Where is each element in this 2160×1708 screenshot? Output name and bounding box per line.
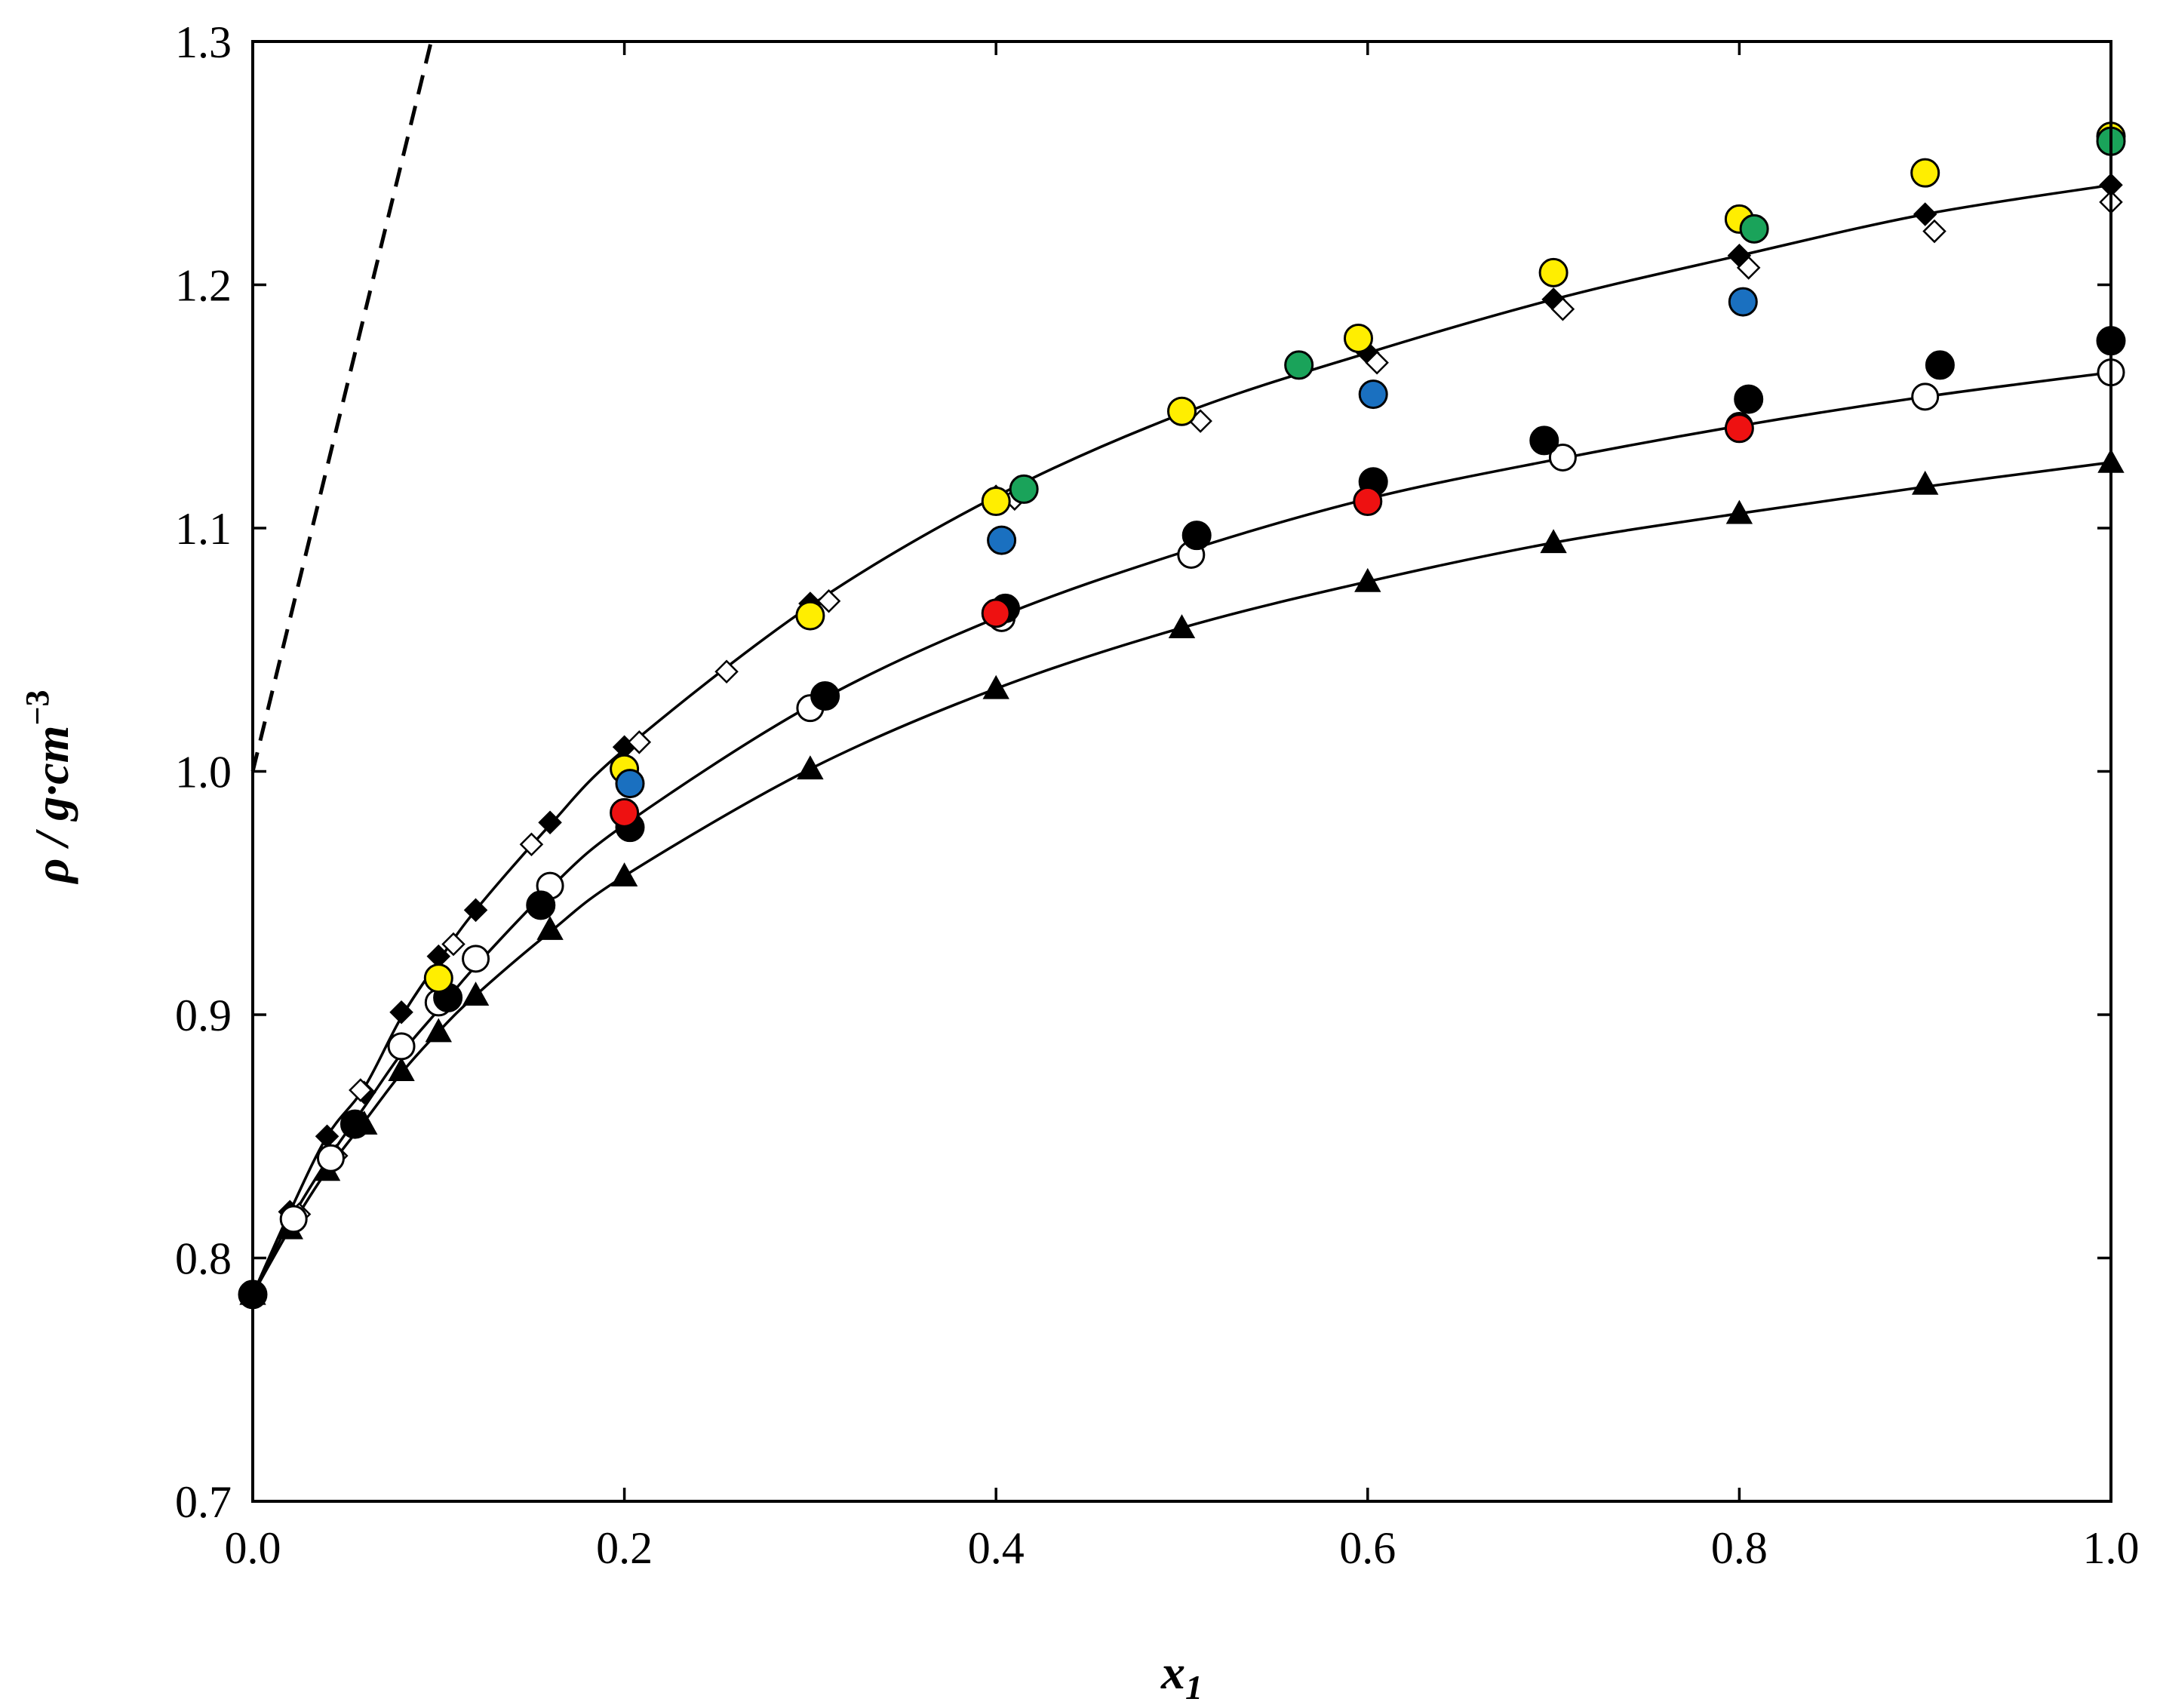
data-point-filled-circle [615,769,645,799]
data-point-filled-circle [526,890,556,920]
data-point-open-diamond [349,1078,373,1102]
series-8-filled-circle [615,287,1758,799]
data-point-filled-circle [1910,158,1940,188]
data-point-filled-triangle [1725,499,1753,524]
x-tick-label: 0.8 [1711,1523,1768,1573]
data-point-open-circle [462,945,490,973]
data-point-filled-diamond [389,1000,413,1024]
data-point-filled-triangle [536,916,564,940]
data-point-open-circle [279,1205,308,1233]
data-point-filled-diamond [463,898,488,923]
series-4-open-circle [238,358,2125,1309]
x-tick-label: 0.6 [1339,1523,1396,1573]
data-point-filled-circle [610,797,640,828]
data-point-filled-circle [1734,384,1764,414]
data-point-open-diamond [441,932,465,957]
series-7-filled-circle [1009,126,2126,504]
fit-curves [251,183,2112,1295]
data-point-filled-circle [340,1109,370,1139]
data-point-filled-circle [1353,487,1383,517]
data-point-filled-circle [1739,214,1769,244]
fit-curve-3 [251,461,2112,1295]
data-point-filled-circle [810,681,840,711]
reference-line-group [250,41,433,773]
data-point-open-diamond [816,588,841,613]
y-tick-labels: 0.7 0.8 0.9 1.0 1.1 1.2 1.3 [175,17,232,1527]
data-point-filled-circle [423,963,453,994]
x-tick-label: 0.2 [596,1523,653,1573]
y-axis-title: ρ / g·cm−3 [19,690,78,884]
data-point-filled-circle [981,598,1011,628]
series-5-filled-circle [238,326,2126,1310]
plot-frame [251,40,2112,1503]
data-point-filled-triangle [388,1057,415,1081]
y-axis-title-superscript: −3 [19,690,56,725]
data-point-filled-circle [1724,413,1754,444]
data-point-open-circle [316,1144,345,1172]
y-axis-title-main: ρ / g·cm [25,726,78,885]
fit-curve-1 [251,183,2112,1295]
dashed-reference-line [250,41,433,773]
y-tick-label: 0.9 [175,991,232,1040]
data-point-open-diamond [714,659,739,684]
data-markers [238,121,2126,1310]
data-point-filled-circle [1358,379,1388,410]
data-point-filled-circle [795,601,825,631]
data-point-filled-circle [1284,350,1314,380]
series-3-filled-triangle [239,448,2125,1305]
data-point-filled-circle [1343,323,1373,353]
series-9-filled-circle [610,413,1754,828]
data-point-filled-circle [981,487,1011,517]
y-tick-label: 1.2 [175,261,232,311]
data-point-filled-triangle [610,862,638,886]
data-point-open-diamond [1550,296,1575,321]
data-point-filled-circle [1181,521,1212,551]
data-point-filled-triangle [1168,614,1196,639]
data-point-filled-diamond [538,810,562,834]
data-point-open-diamond [1365,350,1389,375]
y-tick-label: 0.7 [175,1477,232,1527]
data-point-open-circle [1548,443,1577,472]
series-1-filled-diamond [241,173,2123,1307]
data-point-filled-triangle [1354,567,1381,592]
data-point-open-circle [1911,382,1940,411]
x-tick-label: 0.4 [968,1523,1025,1573]
x-axis-title: x1 [1160,1645,1203,1706]
data-point-filled-circle [1529,425,1559,456]
data-point-filled-diamond [315,1124,340,1149]
x-tick-labels: 0.0 0.2 0.4 0.6 0.8 1.0 [225,1523,2140,1573]
data-point-filled-triangle [425,1018,452,1043]
data-point-filled-triangle [1540,529,1567,554]
data-point-filled-circle [987,525,1017,555]
x-tick-label: 0.0 [225,1523,281,1573]
x-axis-title-main: x [1160,1645,1185,1699]
data-point-filled-triangle [1912,470,1939,495]
data-point-filled-triangle [462,981,490,1006]
data-point-open-diamond [627,730,652,754]
data-point-filled-circle [1009,474,1039,504]
data-point-filled-triangle [982,674,1009,699]
data-point-filled-circle [1728,287,1758,317]
y-tick-label: 1.1 [175,504,232,554]
fit-curve-2 [251,370,2112,1295]
data-point-open-diamond [519,832,544,857]
x-tick-label: 1.0 [2083,1523,2140,1573]
data-point-open-circle [387,1032,416,1061]
y-tick-label: 0.8 [175,1234,232,1284]
y-tick-label: 1.0 [175,748,232,797]
data-point-open-diamond [1736,256,1761,280]
data-point-open-diamond [1922,219,1946,244]
y-tick-label: 1.3 [175,17,232,67]
data-point-filled-circle [1925,350,1955,380]
data-point-filled-diamond [1913,202,1937,226]
x-axis-title-subscript: 1 [1185,1668,1203,1706]
data-point-filled-triangle [797,755,824,780]
data-point-filled-circle [1167,396,1197,426]
series-6-filled-circle [423,121,2126,994]
series-2-open-diamond [241,190,2123,1307]
axis-ticks [251,40,2112,1503]
data-point-filled-circle [1538,257,1569,287]
